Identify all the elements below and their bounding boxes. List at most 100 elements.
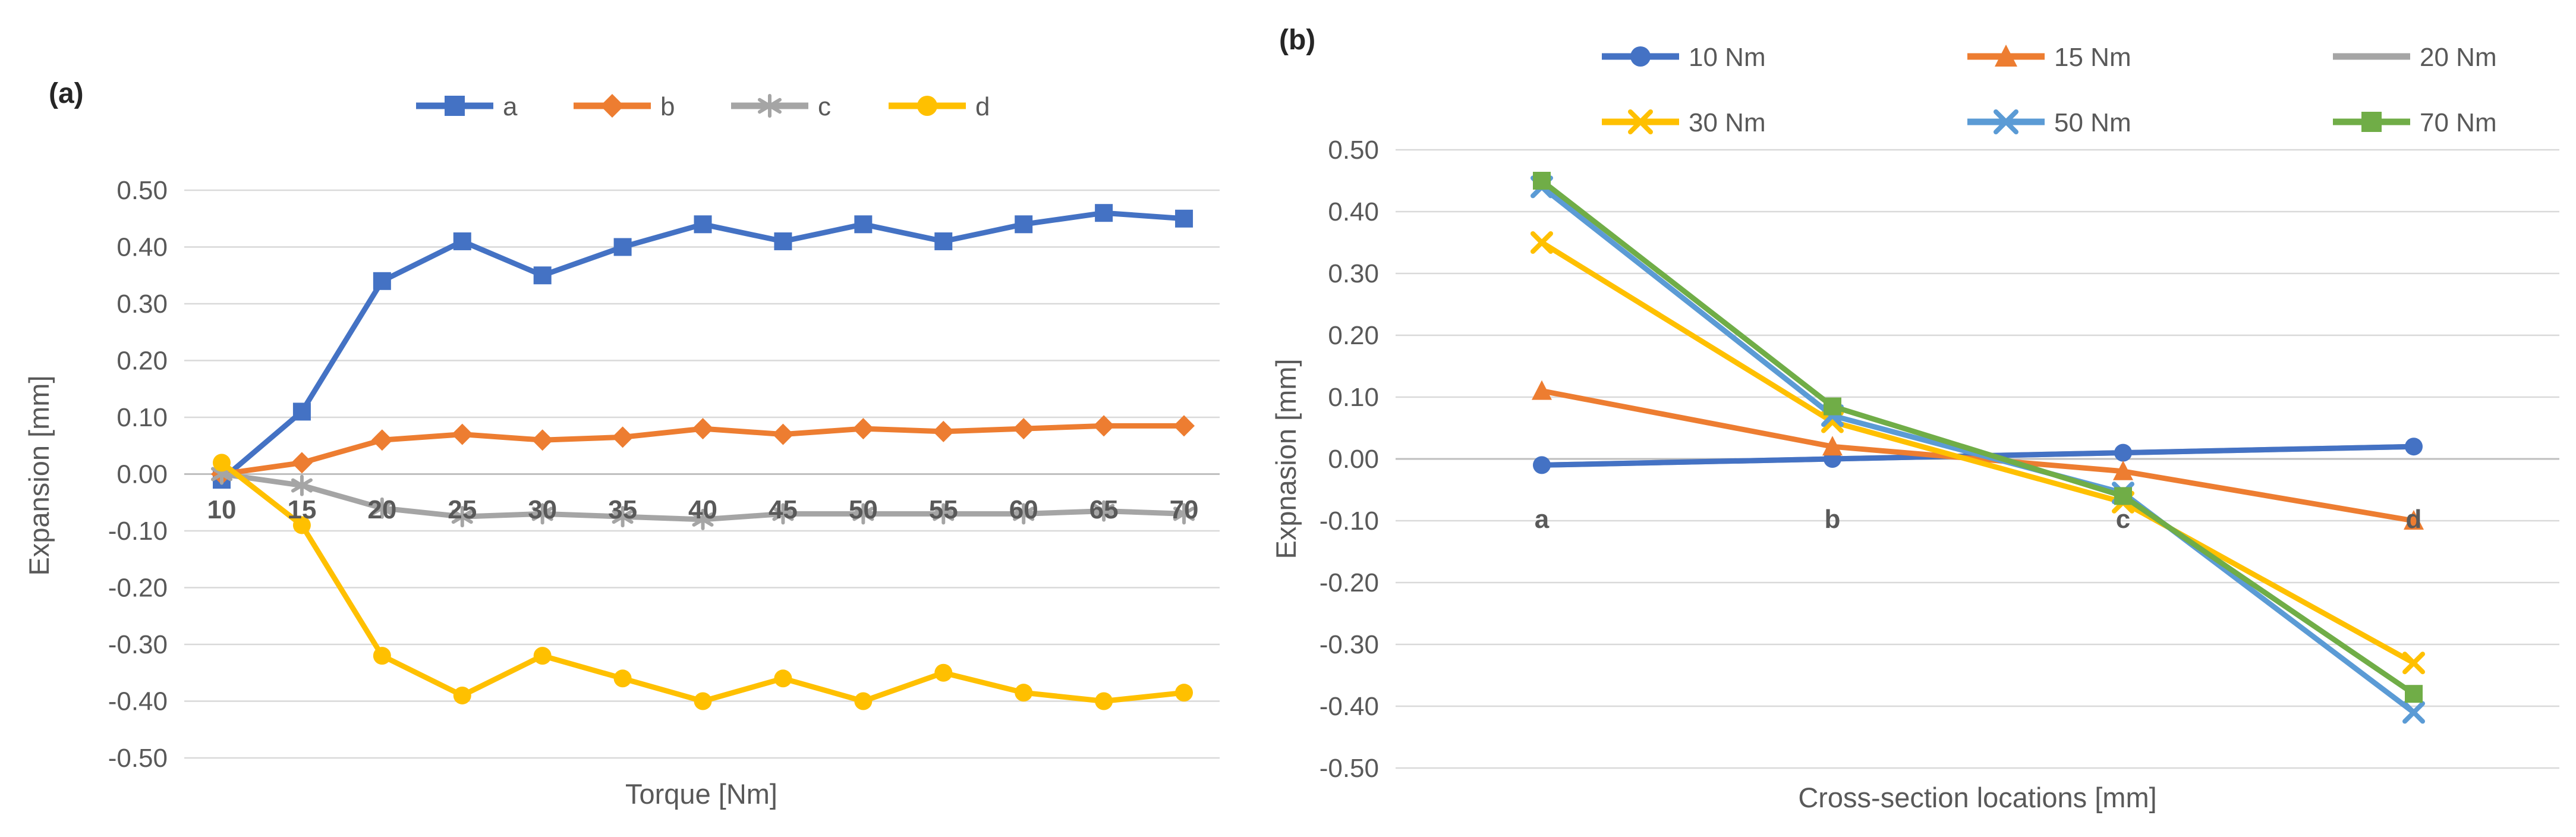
legend-label: 70 Nm: [2420, 108, 2497, 137]
series-line-30-nm: [1539, 240, 2417, 666]
series-marker: [2402, 652, 2425, 675]
legend-label: c: [818, 92, 831, 121]
series-line-50-nm: [1539, 184, 2417, 715]
legend-label: 50 Nm: [2054, 108, 2131, 137]
legend-item-a: a: [416, 92, 518, 121]
y-axis-title: Expansion [mm]: [23, 376, 55, 576]
series-marker: [600, 94, 624, 118]
series-marker: [451, 423, 473, 445]
y-tick-label: 0.10: [116, 403, 168, 432]
x-tick-label: 70: [1170, 495, 1199, 524]
x-tick-label: 10: [207, 495, 237, 524]
legend-label: d: [975, 92, 990, 121]
series-marker: [1095, 692, 1113, 710]
series-group: [1531, 172, 2425, 724]
series-marker: [774, 669, 792, 688]
series-marker: [445, 96, 465, 116]
series-marker: [2113, 460, 2133, 480]
x-tick-label: 65: [1089, 495, 1119, 524]
y-tick-label: -0.40: [108, 687, 168, 716]
series-marker: [2405, 685, 2423, 703]
series-line-a: [219, 210, 1187, 483]
series-marker: [2402, 701, 2425, 724]
series-marker: [2404, 510, 2424, 530]
series-marker: [453, 232, 471, 250]
y-tick-label: -0.20: [1320, 568, 1379, 597]
x-tick-label: 55: [929, 495, 958, 524]
legend-label: 10 Nm: [1689, 43, 1766, 72]
y-tick-label: 0.20: [1328, 321, 1379, 350]
series-marker: [373, 272, 391, 290]
y-tick-label: 0.50: [116, 176, 168, 205]
series-marker: [291, 452, 313, 474]
series-marker: [852, 418, 874, 440]
series-marker: [1093, 500, 1115, 522]
x-tick-label: 30: [528, 495, 557, 524]
series-group: [211, 204, 1195, 710]
x-tick-label: 20: [367, 495, 396, 524]
y-tick-label: -0.50: [108, 744, 168, 773]
legend-label: b: [660, 92, 675, 121]
legend: a b c d: [416, 92, 990, 121]
series-marker: [533, 647, 552, 665]
series-marker: [453, 686, 471, 704]
series-marker: [1095, 204, 1113, 222]
series-marker: [213, 454, 231, 472]
series-marker: [1015, 215, 1033, 234]
series-marker: [1824, 397, 1841, 416]
y-axis-title: Expnasion [mm]: [1270, 359, 1302, 559]
series-marker: [933, 503, 955, 525]
series-marker: [1630, 46, 1651, 67]
series-marker: [2405, 438, 2423, 456]
series-marker: [2114, 487, 2132, 505]
y-tick-label: 0.40: [1328, 197, 1379, 226]
series-marker: [1994, 109, 2018, 134]
series-marker: [1175, 684, 1193, 702]
series-marker: [612, 426, 634, 448]
series-marker: [1995, 45, 2017, 67]
series-marker: [613, 669, 632, 688]
x-tick-label: a: [1535, 505, 1550, 534]
legend-item-d: d: [889, 92, 990, 121]
series-marker: [758, 94, 782, 118]
panel-b: (b) 0.50 0.40 0.30 0.20 0.10 0.00 -0.10 -0.20 -0…: [1260, 0, 2576, 837]
series-marker: [774, 232, 792, 250]
legend-item-b: b: [574, 92, 675, 121]
y-tick-label: 0.10: [1328, 383, 1379, 412]
y-tick-label: 0.00: [1328, 445, 1379, 474]
y-tick-label: -0.20: [108, 574, 168, 603]
x-axis-title: Torque [Nm]: [625, 778, 777, 810]
series-marker: [1531, 231, 1553, 254]
x-tick-label: 35: [608, 495, 637, 524]
series-marker: [291, 474, 313, 496]
legend-label: 15 Nm: [2054, 43, 2131, 72]
x-tick-label: b: [1825, 505, 1841, 534]
series-marker: [2361, 112, 2382, 132]
legend-item-70-nm: 70 Nm: [2333, 108, 2497, 137]
legend-item-30-nm: 30 Nm: [1602, 108, 1766, 137]
series-marker: [772, 503, 794, 525]
y-tick-label: -0.50: [1320, 754, 1379, 783]
y-tick-label: 0.00: [116, 460, 168, 489]
x-tick-label: 25: [448, 495, 477, 524]
x-tick-label: 50: [849, 495, 878, 524]
series-marker: [533, 266, 552, 285]
series-marker: [292, 402, 311, 421]
y-tick-labels: 0.50 0.40 0.30 0.20 0.10 0.00 -0.10 -0.20 -0.30 -…: [1320, 136, 1379, 783]
series-marker: [694, 692, 712, 710]
series-marker: [292, 516, 311, 534]
y-tick-label: -0.10: [108, 517, 168, 546]
x-axis-title: Cross-section locations [mm]: [1798, 782, 2156, 813]
series-marker: [692, 508, 714, 530]
y-tick-label: -0.10: [1320, 506, 1379, 536]
x-tick-label: 15: [287, 495, 316, 524]
series-marker: [1173, 503, 1195, 525]
series-marker: [1533, 456, 1551, 474]
series-marker: [1533, 172, 1551, 190]
series-marker: [772, 423, 794, 445]
series-marker: [613, 238, 632, 256]
series-marker: [694, 215, 712, 234]
x-tick-label: 40: [688, 495, 717, 524]
series-marker: [1173, 415, 1195, 437]
